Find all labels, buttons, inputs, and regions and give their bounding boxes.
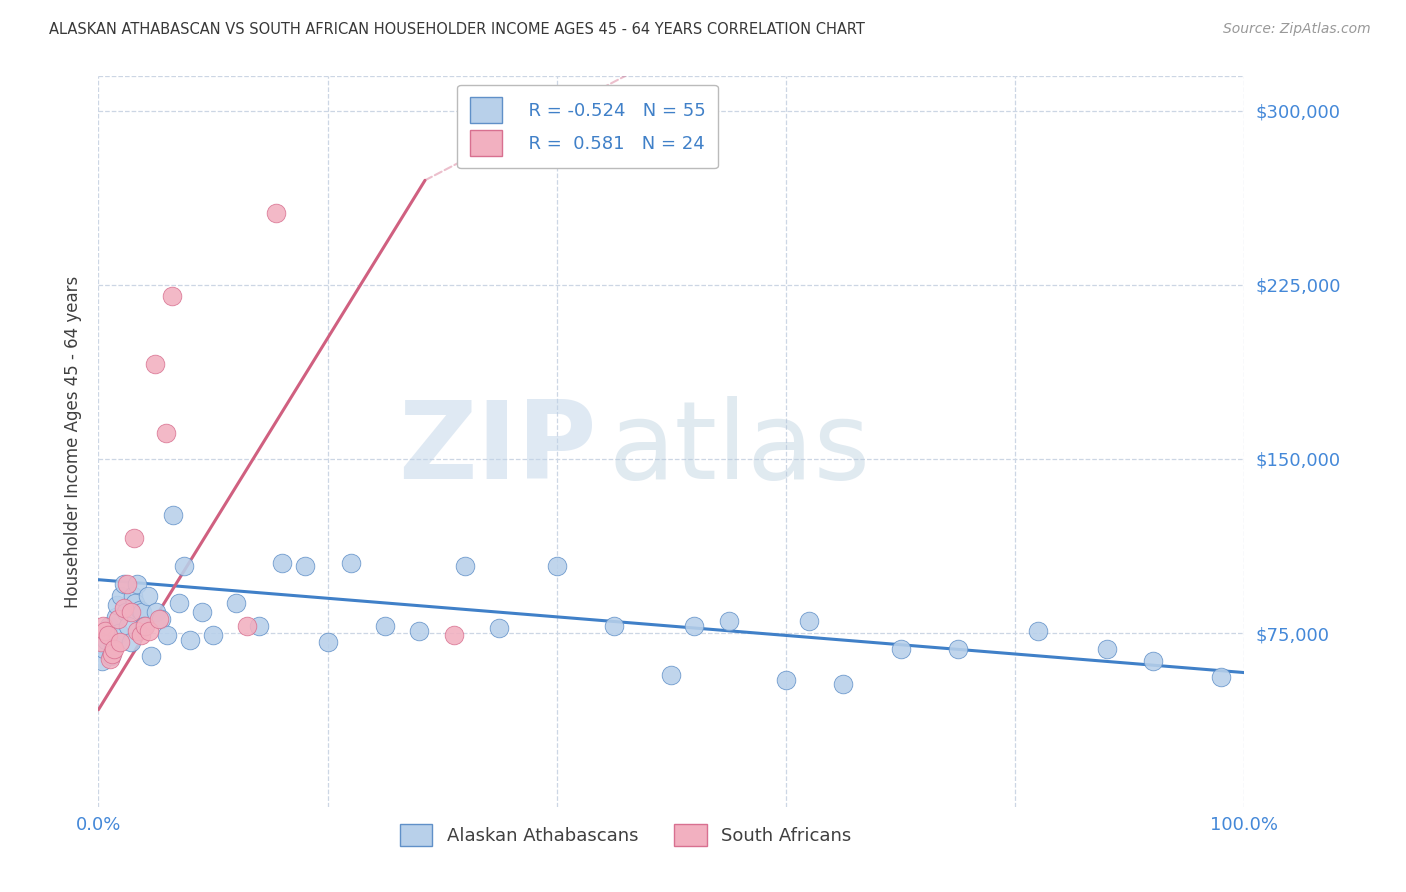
Point — [264, 206, 287, 220]
Point — [97, 628, 120, 642]
Point — [339, 557, 361, 571]
Point — [150, 612, 173, 626]
Point — [190, 605, 212, 619]
Text: ZIP: ZIP — [398, 396, 598, 502]
Point — [97, 619, 120, 633]
Point — [946, 642, 969, 657]
Point — [162, 508, 184, 522]
Point — [101, 647, 124, 661]
Point — [661, 668, 683, 682]
Point — [121, 589, 143, 603]
Point — [139, 649, 162, 664]
Point — [131, 605, 153, 619]
Point — [603, 619, 626, 633]
Point — [179, 633, 201, 648]
Point — [143, 357, 166, 371]
Point — [103, 642, 125, 657]
Point — [100, 649, 122, 664]
Point — [110, 589, 132, 603]
Point — [127, 577, 149, 591]
Point — [127, 624, 149, 638]
Point — [91, 619, 114, 633]
Point — [775, 673, 797, 687]
Point — [122, 531, 145, 545]
Point — [889, 642, 911, 657]
Point — [443, 628, 465, 642]
Point — [454, 558, 477, 573]
Point — [683, 619, 706, 633]
Point — [717, 615, 740, 629]
Point — [138, 624, 160, 638]
Point — [120, 635, 142, 649]
Point — [546, 558, 568, 573]
Legend: Alaskan Athabascans, South Africans: Alaskan Athabascans, South Africans — [392, 816, 859, 853]
Point — [128, 603, 150, 617]
Point — [107, 612, 129, 626]
Point — [225, 596, 247, 610]
Point — [129, 628, 152, 642]
Point — [90, 654, 112, 668]
Point — [98, 651, 121, 665]
Point — [408, 624, 430, 638]
Point — [1211, 670, 1233, 684]
Point — [1095, 642, 1118, 657]
Point — [104, 610, 127, 624]
Point — [134, 619, 156, 633]
Point — [167, 596, 190, 610]
Point — [236, 619, 259, 633]
Point — [120, 605, 142, 619]
Point — [105, 599, 128, 613]
Point — [173, 558, 195, 573]
Point — [90, 635, 112, 649]
Point — [1026, 624, 1049, 638]
Point — [797, 615, 820, 629]
Point — [247, 619, 270, 633]
Text: ALASKAN ATHABASCAN VS SOUTH AFRICAN HOUSEHOLDER INCOME AGES 45 - 64 YEARS CORREL: ALASKAN ATHABASCAN VS SOUTH AFRICAN HOUS… — [49, 22, 865, 37]
Point — [488, 622, 510, 636]
Point — [134, 619, 156, 633]
Point — [1142, 654, 1164, 668]
Point — [202, 628, 225, 642]
Point — [160, 289, 183, 303]
Point — [155, 426, 177, 441]
Point — [112, 577, 135, 591]
Text: Source: ZipAtlas.com: Source: ZipAtlas.com — [1223, 22, 1371, 37]
Point — [156, 628, 179, 642]
Point — [108, 635, 131, 649]
Point — [93, 642, 115, 657]
Point — [145, 605, 167, 619]
Point — [270, 557, 292, 571]
Point — [108, 626, 131, 640]
Point — [103, 638, 125, 652]
Point — [148, 612, 170, 626]
Text: atlas: atlas — [609, 396, 870, 502]
Point — [124, 596, 146, 610]
Point — [115, 605, 138, 619]
Point — [374, 619, 396, 633]
Point — [112, 600, 135, 615]
Point — [117, 619, 139, 633]
Point — [115, 577, 138, 591]
Y-axis label: Householder Income Ages 45 - 64 years: Householder Income Ages 45 - 64 years — [63, 276, 82, 607]
Point — [294, 558, 316, 573]
Point — [316, 635, 339, 649]
Point — [96, 633, 118, 648]
Point — [832, 677, 855, 691]
Point — [94, 624, 117, 638]
Point — [136, 589, 159, 603]
